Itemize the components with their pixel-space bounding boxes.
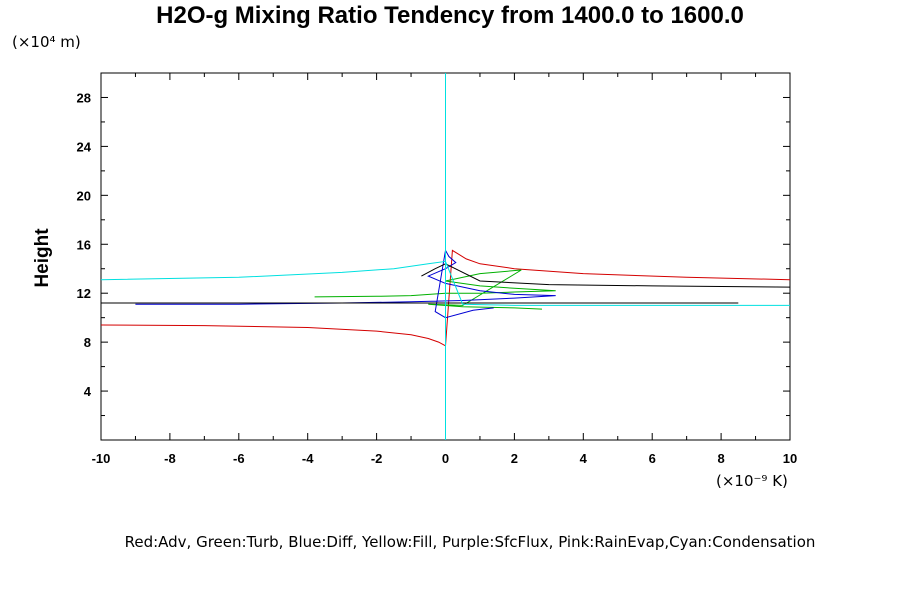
x-tick-label: 4 [580,451,588,466]
series-line-5 [100,260,790,306]
chart-title: H2O-g Mixing Ratio Tendency from 1400.0 … [156,2,744,29]
y-tick-label: 16 [77,237,91,252]
y-tick-label: 24 [77,139,92,154]
x-tick-label: -8 [164,451,176,466]
x-tick-label: -6 [233,451,245,466]
x-tick-label: -2 [371,451,383,466]
y-tick-label: 4 [84,384,92,399]
x-tick-label: -4 [302,451,314,466]
x-tick-label: 6 [649,451,656,466]
x-tick-label: 10 [783,451,797,466]
series-line-3 [421,263,791,288]
y-axis-unit: (×10⁴ m) [12,33,81,51]
y-tick-label: 12 [77,286,91,301]
y-tick-label: 28 [77,90,91,105]
y-tick-label: 8 [84,335,91,350]
x-tick-label: 0 [442,451,449,466]
legend: Red:Adv, Green:Turb, Blue:Diff, Yellow:F… [124,533,816,551]
y-tick-label: 20 [77,188,91,203]
x-axis-unit: (×10⁻⁹ K) [716,472,788,490]
series-line-2 [135,248,556,319]
x-tick-label: -10 [92,451,111,466]
x-tick-label: 8 [717,451,724,466]
x-tick-label: 2 [511,451,518,466]
series-line-1 [314,269,556,310]
